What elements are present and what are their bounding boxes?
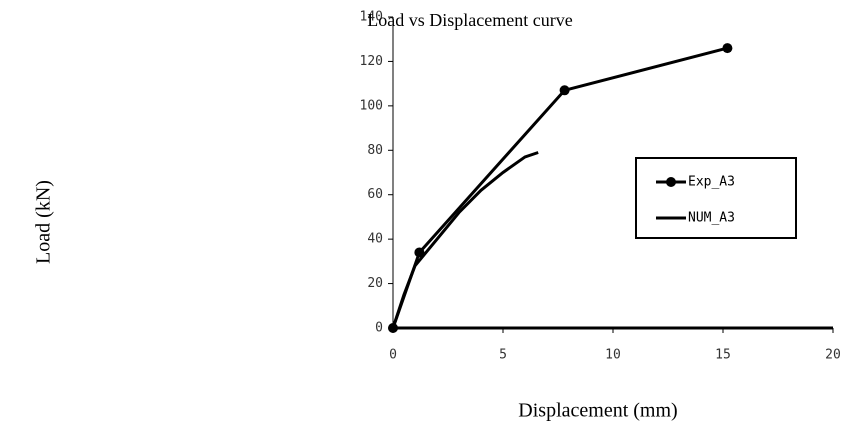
chart-title: Load vs Displacement curve	[367, 10, 572, 30]
x-tick-label: 5	[499, 348, 507, 363]
y-axis-label: Load (kN)	[33, 180, 55, 264]
legend-label: NUM_A3	[688, 211, 735, 226]
y-tick-label: 140	[360, 10, 383, 25]
x-tick-label: 0	[389, 348, 397, 363]
legend-label: Exp_A3	[688, 175, 735, 190]
legend-marker	[666, 177, 676, 187]
point	[722, 43, 733, 54]
y-tick-label: 0	[375, 321, 383, 336]
legend-box	[635, 157, 797, 239]
point	[559, 85, 570, 96]
x-axis-label: Displacement (mm)	[518, 400, 677, 422]
y-tick-label: 20	[367, 276, 383, 291]
y-tick-label: 80	[367, 143, 383, 158]
y-tick-label: 100	[360, 98, 383, 113]
series-line	[391, 151, 539, 329]
x-tick-label: 10	[605, 348, 621, 363]
y-tick-label: 60	[367, 187, 383, 202]
x-tick-label: 15	[715, 348, 731, 363]
x-tick-label: 20	[825, 348, 841, 363]
point	[414, 247, 425, 258]
y-tick-label: 40	[367, 232, 383, 247]
y-tick-label: 120	[360, 54, 383, 69]
